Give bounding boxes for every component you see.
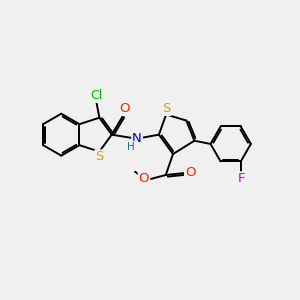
Text: S: S [95, 150, 103, 164]
Text: O: O [119, 102, 130, 115]
Text: O: O [185, 167, 196, 179]
Text: O: O [139, 172, 149, 185]
Text: F: F [237, 172, 245, 185]
Text: N: N [132, 132, 142, 145]
Text: Cl: Cl [90, 89, 102, 102]
Text: S: S [162, 102, 171, 115]
Text: H: H [127, 142, 135, 152]
